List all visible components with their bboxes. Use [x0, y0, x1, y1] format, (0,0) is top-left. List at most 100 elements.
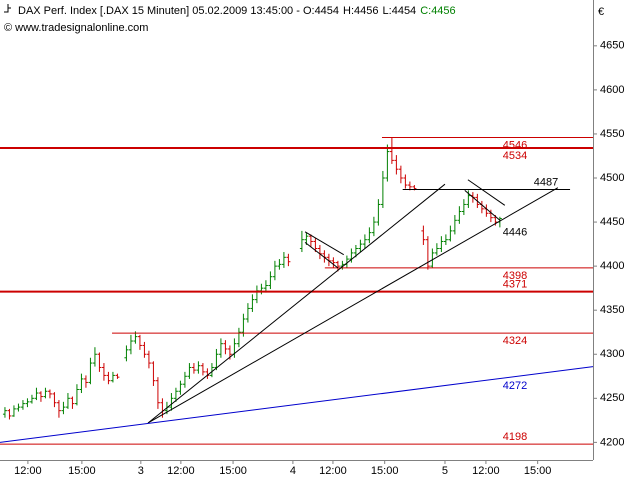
- ohlc-bar: [124, 345, 129, 362]
- ohlc-bar: [187, 363, 192, 379]
- ohlc-bar: [97, 352, 102, 372]
- ohlc-bar: [461, 199, 466, 216]
- ohlc-bar: [70, 396, 75, 409]
- y-tick-label: 4550: [600, 128, 624, 140]
- level-label: 4398: [503, 270, 527, 282]
- ohlc-bar: [11, 405, 16, 417]
- x-tick-label: 5: [442, 465, 448, 477]
- x-tick-label: 15:00: [371, 465, 399, 477]
- ohlc-bar: [146, 350, 151, 369]
- ohlc-bar: [443, 234, 448, 245]
- x-tick-label: 15:00: [68, 465, 96, 477]
- ohlc-bar: [115, 373, 120, 379]
- ohlc-bar: [52, 392, 57, 408]
- ohlc-bar: [88, 357, 93, 385]
- ohlc-bar: [74, 384, 79, 406]
- trend-line: [467, 179, 506, 206]
- ohlc-bar: [214, 348, 219, 371]
- x-tick-label: 12:00: [167, 465, 195, 477]
- y-tick-label: 4500: [600, 172, 624, 184]
- ohlc-bar: [457, 206, 462, 224]
- ohlc-bar: [142, 341, 147, 358]
- trend-line: [0, 366, 594, 443]
- chart-icon: [4, 4, 11, 13]
- ohlc-bar: [191, 363, 196, 374]
- ohlc-bar: [209, 363, 214, 378]
- y-tick-label: 4650: [600, 40, 624, 52]
- ohlc-bar: [16, 403, 21, 412]
- quote-open: O:4454: [303, 5, 339, 17]
- ohlc-bar: [308, 234, 313, 247]
- ohlc-bar: [56, 400, 61, 418]
- ohlc-bar: [407, 181, 412, 191]
- ohlc-bar: [61, 401, 66, 415]
- ohlc-bar: [106, 371, 111, 385]
- ohlc-bar: [110, 371, 115, 383]
- ohlc-bar: [182, 371, 187, 388]
- ohlc-bar: [196, 361, 201, 374]
- ohlc-bar: [178, 380, 183, 395]
- trend-line: [304, 231, 344, 256]
- ohlc-bar: [362, 234, 367, 249]
- ohlc-bar: [218, 338, 223, 358]
- trend-label: 4446: [503, 227, 527, 239]
- y-tick-label: 4600: [600, 84, 624, 96]
- quote-close: C:4456: [420, 5, 455, 17]
- ohlc-bar: [245, 303, 250, 323]
- ohlc-bar: [47, 389, 52, 399]
- ohlc-bar: [7, 408, 12, 420]
- ohlc-bar: [277, 259, 282, 270]
- ohlc-bar: [169, 393, 174, 411]
- y-tick-label: 4200: [600, 436, 624, 448]
- x-tick-label: 15:00: [219, 465, 247, 477]
- header: DAX Perf. Index [.DAX 15 Minuten] 05.02.…: [18, 5, 456, 17]
- trend-line: [147, 187, 559, 424]
- ohlc-bar: [83, 375, 88, 388]
- ohlc-bar: [488, 209, 493, 223]
- ohlc-bar: [434, 243, 439, 256]
- y-tick-label: 4250: [600, 392, 624, 404]
- quote-low: L:4454: [383, 5, 417, 17]
- trend-label: 4272: [503, 380, 527, 392]
- ohlc-bar: [376, 199, 381, 226]
- ohlc-bar: [380, 170, 385, 208]
- ohlc-bar: [79, 373, 84, 394]
- ohlc-bar: [25, 398, 30, 408]
- x-tick-label: 12:00: [319, 465, 347, 477]
- ohlc-bar: [367, 227, 372, 244]
- ohlc-bar: [128, 334, 133, 355]
- ohlc-bar: [272, 260, 277, 281]
- ohlc-bar: [358, 239, 363, 253]
- ohlc-bar: [439, 236, 444, 253]
- ohlc-bar: [299, 230, 304, 253]
- ohlc-bar: [448, 225, 453, 242]
- y-tick-label: 4450: [600, 216, 624, 228]
- ohlc-bar: [421, 225, 426, 245]
- x-tick-label: 12:00: [14, 465, 42, 477]
- ohlc-bar: [281, 252, 286, 268]
- level-label: 4371: [503, 279, 527, 291]
- ohlc-bar: [403, 174, 408, 189]
- x-tick-label: 12:00: [472, 465, 500, 477]
- ohlc-bar: [151, 361, 156, 386]
- ohlc-bar: [313, 237, 318, 253]
- chart-title: DAX Perf. Index [.DAX 15 Minuten] 05.02.…: [18, 5, 303, 17]
- trend-line: [304, 241, 339, 269]
- ohlc-bar: [92, 347, 97, 367]
- ohlc-bar: [65, 393, 70, 409]
- y-tick-label: 4300: [600, 348, 624, 360]
- level-label: 4324: [503, 335, 527, 347]
- level-label: 4198: [503, 431, 527, 443]
- ohlc-bar: [286, 253, 291, 267]
- x-tick-label: 4: [290, 465, 296, 477]
- ohlc-bar: [173, 387, 178, 402]
- ohlc-bar: [394, 155, 399, 175]
- ohlc-bar: [452, 215, 457, 235]
- ohlc-bar: [263, 280, 268, 293]
- ohlc-bar: [29, 394, 34, 404]
- y-tick-label: 4350: [600, 304, 624, 316]
- trend-line: [147, 183, 446, 424]
